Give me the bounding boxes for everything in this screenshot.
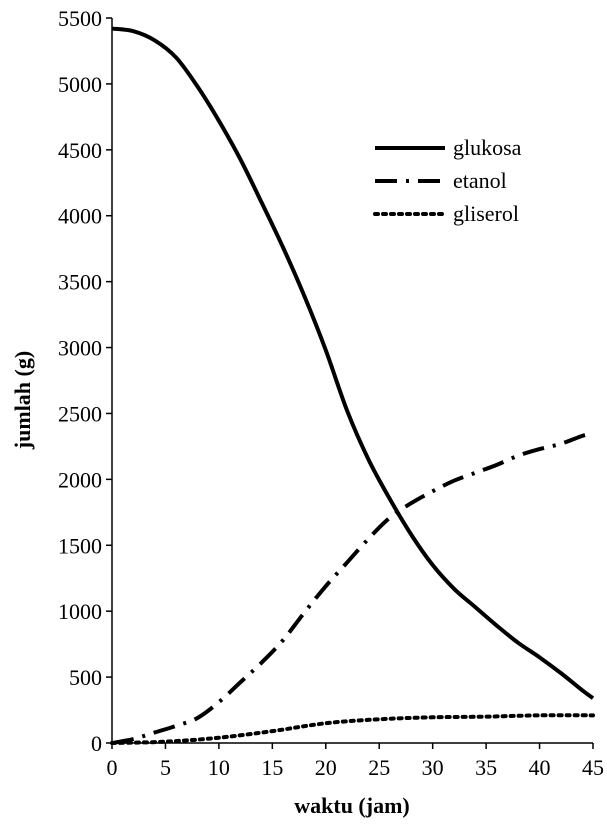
y-tick-label: 3000 <box>58 336 102 361</box>
y-tick-label: 500 <box>69 665 102 690</box>
legend-label: gliserol <box>453 201 519 226</box>
x-tick-label: 35 <box>475 755 497 780</box>
y-tick-label: 2000 <box>58 467 102 492</box>
x-tick-label: 25 <box>368 755 390 780</box>
series-layer <box>110 26 595 745</box>
series-line-gliserol <box>110 713 595 745</box>
x-tick-label: 0 <box>107 755 118 780</box>
x-tick-label: 20 <box>315 755 337 780</box>
y-tick-label: 0 <box>91 731 102 756</box>
x-tick-label: 5 <box>160 755 171 780</box>
x-axis-title: waktu (jam) <box>294 793 410 818</box>
y-tick-label: 4000 <box>58 204 102 229</box>
axes: 0 500 1000 1500 2000 2500 3000 3500 4000 4500 5000… <box>58 6 604 780</box>
series-line-etanol <box>111 431 594 745</box>
y-axis-title: jumlah (g) <box>10 351 35 450</box>
series-line-glukosa <box>111 26 595 700</box>
y-tick-label: 1500 <box>58 533 102 558</box>
legend-label: glukosa <box>453 135 522 160</box>
y-tick-label: 4500 <box>58 138 102 163</box>
x-tick-label: 10 <box>208 755 230 780</box>
y-tick-label: 2500 <box>58 401 102 426</box>
legend-label: etanol <box>453 168 507 193</box>
x-tick-label: 30 <box>422 755 444 780</box>
x-tick-label: 45 <box>582 755 604 780</box>
x-tick-label: 15 <box>261 755 283 780</box>
legend: glukosa etanol gliserol <box>373 135 522 226</box>
y-tick-label: 5000 <box>58 72 102 97</box>
y-tick-label: 3500 <box>58 270 102 295</box>
y-tick-label: 5500 <box>58 6 102 31</box>
x-tick-label: 40 <box>529 755 551 780</box>
y-tick-label: 1000 <box>58 599 102 624</box>
